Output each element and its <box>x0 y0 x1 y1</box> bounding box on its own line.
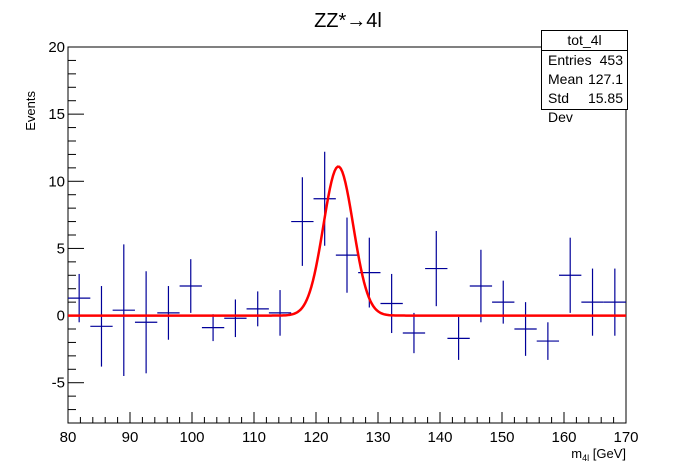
data-point <box>514 302 537 356</box>
stats-value: 453 <box>599 52 623 68</box>
stats-label: Entries <box>548 52 592 68</box>
data-point <box>246 291 269 327</box>
data-point <box>179 259 202 313</box>
x-tick-label: 140 <box>427 429 452 446</box>
y-tick-label: -5 <box>52 375 65 392</box>
fit-curve <box>68 165 626 317</box>
data-point <box>68 273 91 323</box>
y-tick-label: 20 <box>48 39 65 56</box>
data-point <box>224 299 247 338</box>
stats-label: Std Dev <box>548 90 573 125</box>
y-axis-label: Events <box>23 91 38 131</box>
stats-row: Entries 453 <box>542 51 627 70</box>
stats-value: 127.1 <box>587 71 623 87</box>
y-tick-label: 0 <box>57 308 65 325</box>
stats-title: tot_4l <box>542 31 627 51</box>
data-point <box>581 268 604 336</box>
data-point <box>425 230 448 307</box>
data-point <box>402 312 426 354</box>
data-point <box>469 249 493 323</box>
data-point <box>90 286 113 367</box>
x-axis-label: m4l [GeV] <box>571 446 626 463</box>
x-tick-label: 150 <box>489 429 514 446</box>
y-tick-label: 10 <box>48 173 65 190</box>
data-point <box>335 217 359 293</box>
x-tick-label: 110 <box>242 429 266 446</box>
y-tick-label: 5 <box>57 240 65 257</box>
x-tick-label: 160 <box>551 429 576 446</box>
stats-row: Std Dev 15.85 <box>542 89 627 125</box>
x-tick-label: 90 <box>122 429 139 446</box>
data-point <box>157 286 180 340</box>
x-tick-label: 80 <box>60 429 77 446</box>
y-tick-label: 15 <box>48 106 65 123</box>
x-tick-label: 120 <box>303 429 328 446</box>
data-point <box>536 322 560 360</box>
data-point <box>380 273 403 334</box>
data-point <box>201 314 225 342</box>
x-axis: 80 90 100 110 120 130 140 150 160 170 <box>60 412 639 446</box>
data-point <box>559 237 582 313</box>
data-points <box>68 151 626 376</box>
stats-value: 15.85 <box>587 90 623 106</box>
y-axis: -5 0 5 10 15 20 <box>48 39 84 424</box>
data-point <box>291 177 314 266</box>
stats-box: tot_4l Entries 453 Mean 127.1 Std Dev 15.85 <box>541 30 628 125</box>
x-tick-label: 100 <box>179 429 204 446</box>
data-point <box>112 244 135 376</box>
stats-label: Mean <box>548 71 584 87</box>
data-point <box>492 280 515 324</box>
data-point <box>603 268 626 336</box>
data-point <box>447 316 470 360</box>
data-point <box>313 151 336 246</box>
x-tick-label: 130 <box>365 429 390 446</box>
chart-title: ZZ*→4l <box>314 10 382 32</box>
stats-row: Mean 127.1 <box>542 70 627 89</box>
x-tick-label: 170 <box>613 429 638 446</box>
data-point <box>134 271 158 374</box>
data-point <box>268 290 292 336</box>
